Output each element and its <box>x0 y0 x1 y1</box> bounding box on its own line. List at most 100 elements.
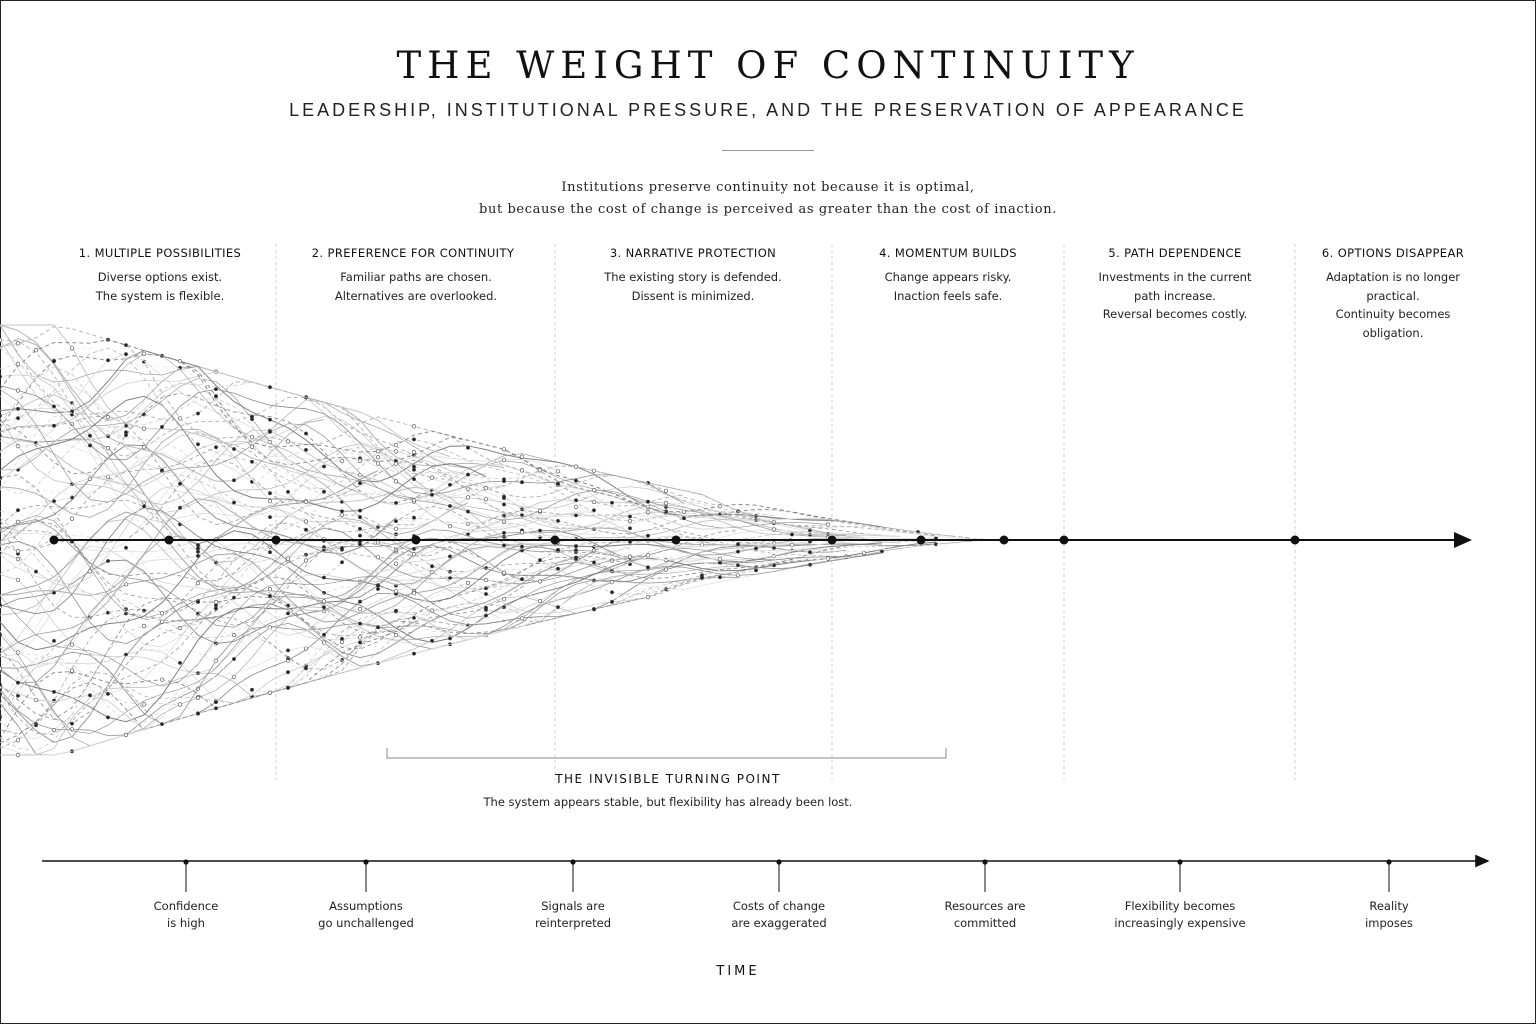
possibility-path <box>0 621 415 740</box>
possibility-node <box>627 554 633 559</box>
possibility-node <box>502 479 506 484</box>
possibility-node <box>106 692 110 696</box>
possibility-path <box>0 476 973 586</box>
time-axis-ticks <box>183 859 1392 892</box>
possibility-path <box>0 520 487 626</box>
possibility-node <box>484 605 488 610</box>
possibility-node <box>69 516 75 521</box>
possibility-node <box>303 558 309 563</box>
possibility-node <box>555 469 561 474</box>
possibility-node <box>717 504 723 509</box>
possibility-node <box>412 464 416 469</box>
time-tick-dot-1 <box>183 859 189 865</box>
possibility-path <box>0 347 739 522</box>
possibility-node <box>412 547 416 551</box>
possibility-node <box>502 531 506 535</box>
possibility-node <box>70 495 74 500</box>
possibility-node <box>322 575 326 580</box>
possibility-path <box>0 444 415 549</box>
possibility-node <box>556 566 560 571</box>
possibility-path <box>0 562 811 734</box>
stage-6-line-3: Continuity becomes <box>1335 307 1451 321</box>
milestone-7: Reality imposes <box>1289 898 1489 932</box>
possibility-node <box>106 715 110 720</box>
possibility-node <box>574 555 578 560</box>
possibility-node <box>33 348 39 353</box>
possibility-node <box>268 491 272 496</box>
possibility-node <box>358 508 362 513</box>
possibility-path <box>0 324 451 457</box>
possibility-node <box>141 702 147 707</box>
possibility-path <box>0 353 991 541</box>
possibility-path <box>0 535 828 648</box>
possibility-path <box>0 339 487 476</box>
possibility-node <box>0 715 2 720</box>
possibility-node <box>124 352 128 357</box>
possibility-node <box>663 500 669 506</box>
possibility-node <box>304 431 308 436</box>
possibility-path <box>0 557 847 712</box>
possibility-path <box>0 542 523 684</box>
possibility-node <box>628 526 632 531</box>
possibility-path <box>0 541 937 723</box>
stage-6-line-4: obligation. <box>1362 325 1424 340</box>
possibility-node <box>232 500 236 505</box>
possibility-node <box>358 640 362 645</box>
turning-point-title: THE INVISIBLE TURNING POINT <box>555 772 781 786</box>
stage-6-description: Adaptation is no longer practical. Conti… <box>1283 268 1503 342</box>
possibility-node <box>286 648 290 653</box>
milestone-5-line-2: committed <box>953 916 1017 930</box>
stage-5-title: 5. PATH DEPENDENCE <box>1108 246 1242 260</box>
possibility-node <box>483 486 489 491</box>
stage-3-line-2: Dissent is minimized. <box>631 288 755 303</box>
continuity-node-7 <box>827 535 837 545</box>
possibility-node <box>141 351 147 356</box>
possibility-path <box>0 395 487 512</box>
possibility-node <box>177 702 183 707</box>
possibility-node <box>520 544 524 549</box>
possibility-node <box>375 455 381 460</box>
possibility-node <box>861 550 867 556</box>
time-tick-dot-4 <box>776 859 782 865</box>
possibility-node <box>0 603 2 607</box>
possibility-path <box>0 415 865 535</box>
continuity-node-9 <box>999 535 1009 545</box>
stage-6-line-2: practical. <box>1366 288 1420 303</box>
possibility-path <box>0 499 739 592</box>
possibility-node <box>322 605 326 610</box>
possibility-node <box>556 519 560 523</box>
possibility-path <box>0 397 469 502</box>
possibility-path <box>0 414 631 534</box>
possibility-node <box>304 666 308 671</box>
possibility-node <box>754 568 758 573</box>
possibility-node <box>285 556 291 561</box>
possibility-node <box>519 616 525 621</box>
possibility-node <box>52 590 56 595</box>
possibility-node <box>88 433 92 438</box>
stage-6-line-1: Adaptation is no longer <box>1326 270 1460 284</box>
possibility-node <box>303 519 309 524</box>
possibility-path <box>0 353 361 493</box>
possibility-node <box>69 642 75 647</box>
possibility-node <box>447 524 453 529</box>
possibility-node <box>411 424 417 429</box>
continuity-node-4 <box>411 535 421 545</box>
possibility-node <box>466 445 470 450</box>
milestone-4-line-1: Costs of change <box>732 899 826 913</box>
possibility-node <box>52 404 56 409</box>
possibility-path <box>0 554 865 723</box>
possibility-path <box>0 559 793 749</box>
stage-6-title: 6. OPTIONS DISAPPEAR <box>1321 246 1465 260</box>
possibility-node <box>141 623 147 629</box>
possibility-path <box>0 510 631 617</box>
possibility-node <box>448 482 452 487</box>
possibility-node <box>430 492 434 497</box>
possibility-node <box>231 632 237 638</box>
turning-point-bracket <box>386 748 947 759</box>
possibility-node <box>15 362 21 367</box>
possibility-path <box>0 444 397 555</box>
possibility-node <box>340 509 344 514</box>
possibility-node <box>196 549 200 554</box>
possibility-node <box>466 509 470 514</box>
possibility-node <box>213 599 219 605</box>
